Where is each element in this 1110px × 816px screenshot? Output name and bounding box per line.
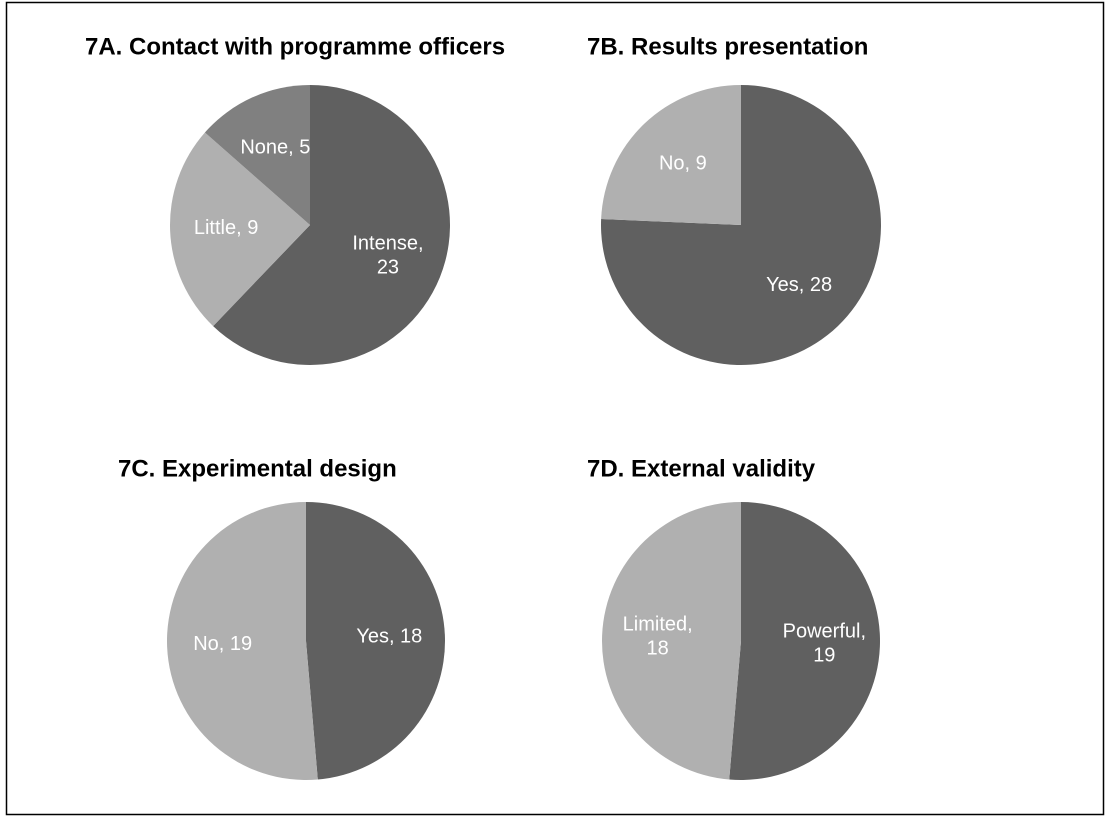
chart-title: 7C. Experimental design: [118, 455, 397, 482]
chart-title: 7D. External validity: [587, 455, 816, 482]
data-label: Little, 9: [194, 217, 258, 239]
data-label: Intense, 23: [352, 233, 423, 279]
pie-slice: [729, 502, 880, 780]
pie-slice: [213, 85, 450, 366]
data-label: Yes, 18: [356, 626, 422, 648]
pie-slice: [601, 502, 741, 780]
data-label: No, 9: [659, 153, 707, 175]
data-label: Powerful, 19: [783, 621, 866, 667]
pie-slice: [170, 132, 310, 327]
data-label: None, 5: [240, 137, 310, 159]
chart-title: 7A. Contact with programme officers: [85, 33, 505, 60]
chart-title: 7B. Results presentation: [587, 33, 868, 60]
frame: [5, 1, 1105, 816]
pie-slice: [601, 85, 741, 225]
pie-slice: [167, 502, 318, 780]
pie-slice: [306, 502, 446, 780]
data-label: Limited, 18: [623, 614, 693, 660]
pie-slice: [204, 85, 310, 225]
data-label: No, 19: [193, 633, 252, 655]
data-label: Yes, 28: [766, 274, 832, 296]
